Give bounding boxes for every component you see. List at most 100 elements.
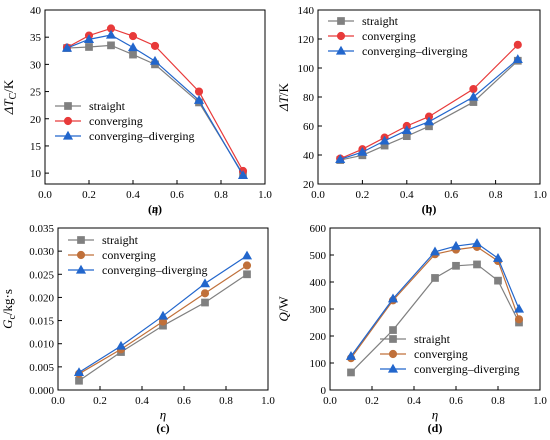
panel-d-xtick-label: 0.0 — [323, 395, 337, 407]
panel-b: 0.0 0.2 0.4 0.6 0.8 1.0 20 40 60 80 100 120 140 η ΔT/K… — [276, 5, 547, 216]
panel-a-caption: (a) — [148, 202, 162, 216]
panel-d-xtick-label: 0.6 — [449, 395, 463, 407]
panel-b-data-point — [357, 146, 368, 156]
panel-b-data-point — [379, 135, 390, 145]
panel-a-data-point — [237, 170, 249, 179]
panel-b-series-line — [339, 44, 519, 160]
panel-a-data-point — [193, 95, 205, 104]
panel-b-ytick-label: 140 — [298, 5, 315, 17]
panel-b-data-point — [423, 116, 435, 126]
panel-d-ylabel: Q/W — [276, 296, 291, 322]
panel-b-data-point — [512, 54, 523, 63]
panel-b-series-1 — [336, 40, 522, 163]
panel-d-ylabel-unit: /W — [276, 296, 291, 313]
panel-a-data-point — [150, 41, 160, 50]
panel-c-ytick-label: 0.020 — [29, 292, 54, 304]
panel-b-ytick-label: 80 — [303, 92, 315, 104]
panel-c-xtick-label: 0.8 — [219, 395, 233, 407]
panel-c-legend-label: converging–diverging — [102, 263, 208, 277]
panel-c-xlabel: η — [160, 407, 166, 422]
panel-b-xtick-label: 1.0 — [533, 189, 547, 201]
panel-d-legend-marker — [387, 363, 399, 373]
panel-c-series-0 — [75, 270, 251, 385]
panel-b-series-line — [340, 60, 519, 161]
panel-c-legend-marker — [75, 264, 87, 274]
panel-a-xtick-label: 0.0 — [38, 189, 52, 201]
panel-b-xtick-label: 0.4 — [400, 189, 414, 201]
panel-d-data-point — [387, 293, 399, 303]
panel-c-data-point — [241, 250, 253, 260]
panel-b-legend-marker — [335, 45, 347, 55]
panel-b-legend-label: converging–diverging — [362, 44, 468, 58]
panel-a-data-point — [61, 42, 73, 52]
panel-a-data-point — [149, 55, 161, 65]
panel-a-data-point — [105, 29, 117, 39]
panel-c-ylabel-subscript: c — [7, 315, 18, 320]
panel-c: 0.0 0.2 0.4 0.6 0.8 1.0 0.000 0.005 0.010 0.015 0.… — [0, 223, 275, 435]
panel-d-data-point — [452, 261, 460, 270]
panel-a-xtick-label: 0.8 — [214, 189, 228, 201]
panel-b-data-point — [401, 125, 412, 134]
panel-a-ytick-label: 10 — [30, 168, 42, 180]
panel-d-legend-label: straight — [414, 332, 451, 346]
panel-a-data-point — [128, 32, 138, 41]
panel-c-xtick-label: 0.2 — [93, 395, 107, 407]
panel-a-xtick-label: 0.2 — [82, 189, 96, 201]
panel-d-xtick-label: 0.4 — [407, 395, 421, 407]
panel-a-legend-label: straight — [89, 99, 126, 113]
panel-b-ytick-label: 40 — [303, 150, 315, 162]
panel-d-data-point — [492, 253, 504, 262]
panel-c-xtick-label: 1.0 — [261, 395, 275, 407]
panel-c-data-point — [243, 270, 251, 279]
panel-b-xlabel: η — [426, 201, 432, 216]
panel-a-legend-marker — [64, 102, 72, 110]
panel-c-legend-marker — [77, 236, 85, 244]
panel-c-ytick-label: 0.000 — [29, 385, 54, 397]
panel-d-legend-label: converging — [414, 347, 468, 361]
panel-c-data-point — [75, 376, 83, 385]
panel-a-legend-label: converging–diverging — [89, 129, 195, 143]
panel-b-legend-marker — [337, 17, 345, 25]
panel-d-data-point — [345, 351, 357, 360]
panel-d: 0.0 0.2 0.4 0.6 0.8 1.0 0 100 200 300 400 500 600 η Q/… — [276, 223, 547, 435]
panel-a-ylabel-subscript: C — [8, 92, 19, 99]
panel-c-plot-frame — [57, 227, 269, 391]
panel-b-data-point — [513, 40, 522, 49]
panel-c-data-point — [199, 278, 211, 288]
panel-c-series-2 — [73, 250, 253, 377]
panel-d-xtick-label: 0.8 — [491, 395, 505, 407]
panel-d-ytick-label: 100 — [310, 358, 327, 370]
panel-b-legend-marker — [336, 31, 346, 41]
panel-b-legend-label: converging — [362, 29, 416, 43]
panel-a-data-point — [107, 41, 115, 50]
panel-c-ytick-label: 0.005 — [29, 362, 54, 374]
panel-d-data-point — [494, 276, 502, 285]
panel-c-series-1 — [74, 261, 252, 378]
panel-a-ytick-label: 15 — [30, 141, 42, 153]
panel-d-data-point — [431, 274, 439, 282]
panel-a-ytick-label: 30 — [30, 59, 42, 71]
panel-a-ytick-label: 25 — [30, 87, 42, 99]
panel-b-ylabel-unit: /K — [276, 82, 291, 96]
panel-c-ytick-label: 0.030 — [29, 246, 54, 258]
panel-c-data-point — [115, 340, 127, 350]
panel-c-legend-marker — [76, 250, 86, 260]
panel-d-ytick-label: 600 — [310, 223, 327, 235]
panel-a-legend-marker — [62, 130, 74, 140]
panel-b-ylabel-symbol: ΔT — [276, 95, 291, 112]
panel-d-ytick-label: 300 — [310, 304, 327, 316]
panel-b-xtick-label: 0.0 — [311, 189, 325, 201]
panel-a-ytick-label: 35 — [30, 32, 42, 44]
panel-a-ylabel: ΔTC/K — [1, 79, 19, 115]
panel-a-xlabel: η — [152, 201, 158, 216]
panel-b-data-point — [468, 91, 479, 101]
panel-b-ylabel: ΔT/K — [276, 82, 291, 111]
panel-d-data-point — [471, 238, 483, 248]
panel-c-ylabel: Gc/kg·s — [0, 289, 18, 329]
panel-b-ytick-label: 60 — [303, 121, 315, 133]
panel-a-data-point — [127, 42, 139, 52]
